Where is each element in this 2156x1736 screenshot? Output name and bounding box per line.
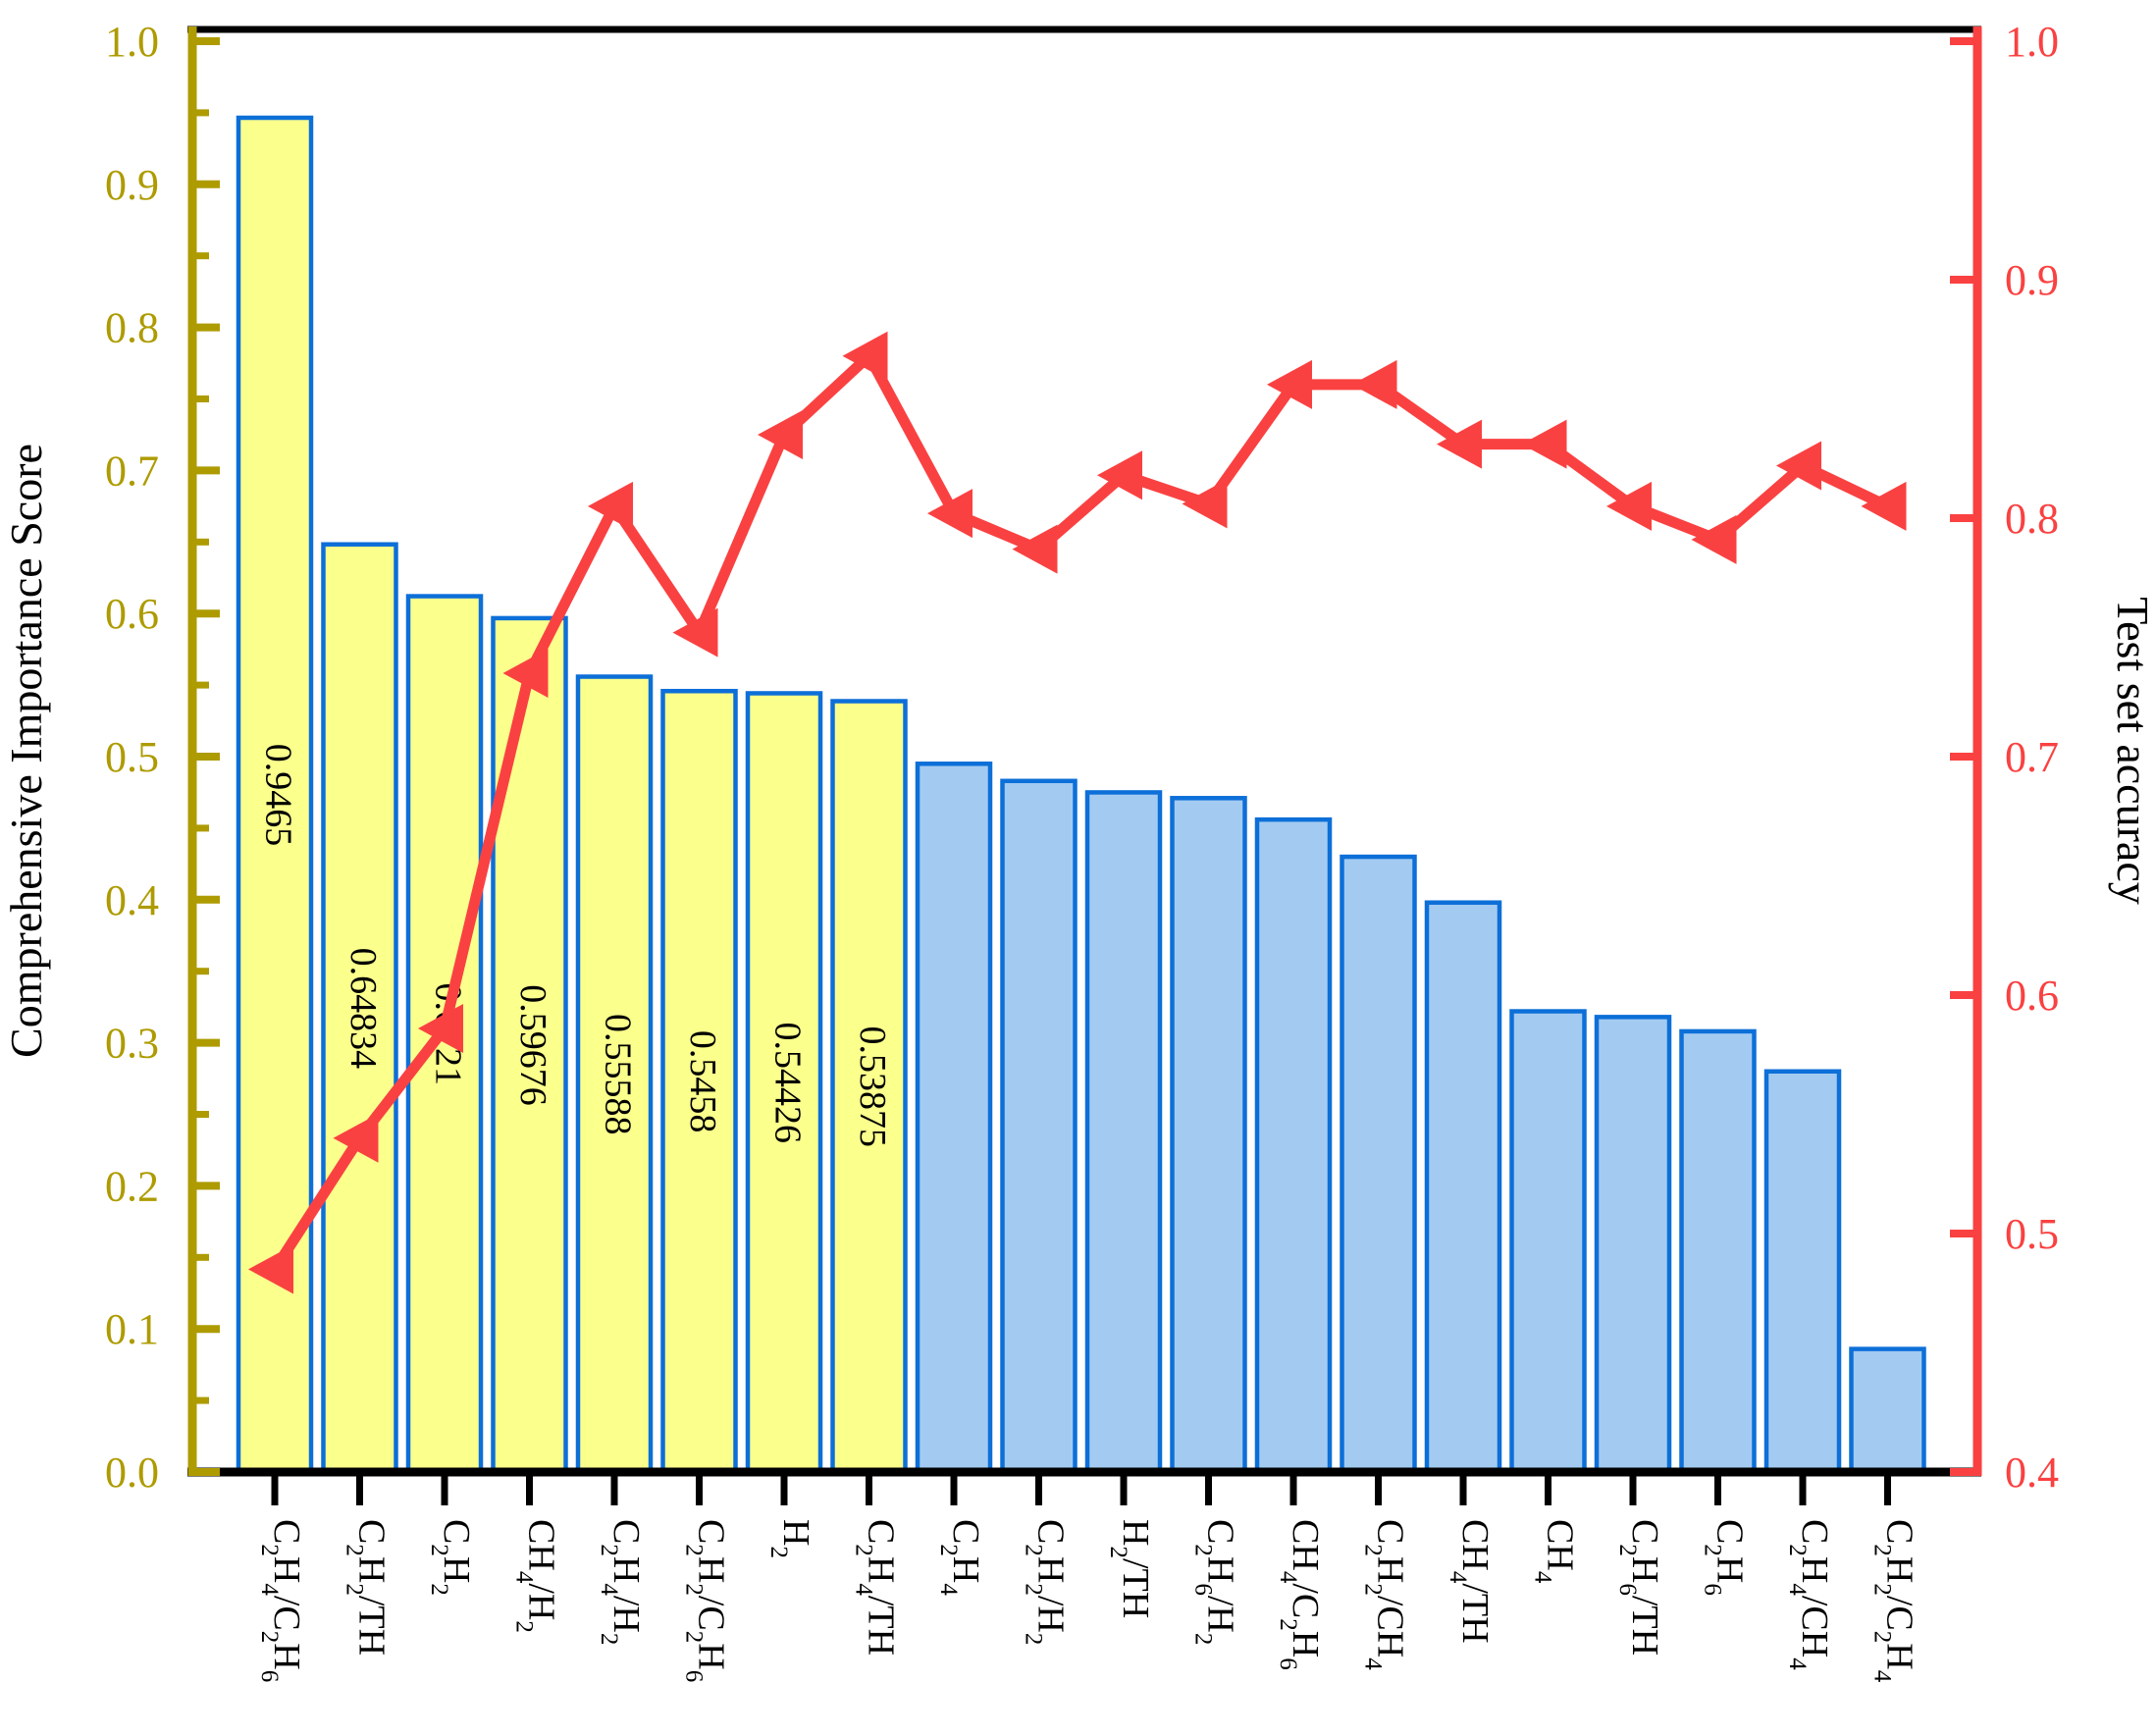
- x-category-label: C2H6: [1700, 1519, 1751, 1596]
- y-left-axis-title: Comprehensive Importance Score: [1, 444, 51, 1058]
- left-triangle-marker: [248, 1244, 293, 1294]
- y-left-tick-label: 0.2: [105, 1162, 159, 1210]
- y-left-tick-label: 0.8: [105, 304, 159, 352]
- accuracy-line: [270, 350, 1890, 1273]
- left-triangle-marker: [672, 607, 718, 658]
- y-right-tick-label: 0.9: [2005, 256, 2059, 304]
- y-left-tick-label: 1.0: [105, 18, 159, 66]
- left-triangle-marker: [418, 1004, 463, 1054]
- left-triangle-marker: [1437, 419, 1482, 469]
- x-category-label: C2H6/H2: [1190, 1519, 1241, 1645]
- y-right-tick-label: 0.5: [2005, 1210, 2059, 1258]
- x-category-label: H2/TH: [1105, 1519, 1156, 1618]
- y-left-tick-label: 0.5: [105, 733, 159, 781]
- x-category-label: C2H4/CH4: [1784, 1519, 1835, 1670]
- bar: [1084, 790, 1163, 1475]
- left-triangle-marker: [1691, 514, 1737, 564]
- bar: [1509, 1009, 1587, 1475]
- left-triangle-marker: [333, 1113, 379, 1163]
- bar: [1170, 796, 1247, 1475]
- x-category-label: C2H4/H2: [596, 1519, 647, 1645]
- left-triangle-marker: [758, 409, 803, 459]
- bar-value-label: 0.64834: [342, 948, 384, 1070]
- x-category-label: C2H4: [935, 1519, 986, 1596]
- left-triangle-marker: [1521, 419, 1567, 469]
- y-right-tick-label: 0.4: [2005, 1448, 2059, 1497]
- left-triangle-marker: [1861, 481, 1907, 531]
- x-category-label: C2H2/TH: [342, 1519, 393, 1656]
- bar: [1340, 854, 1417, 1475]
- x-category-label: C2H4/TH: [851, 1519, 902, 1656]
- bar-value-label: 0.55588: [597, 1014, 638, 1135]
- y-left-tick-label: 0.4: [105, 876, 159, 924]
- bar-value-label: 0.5458: [682, 1030, 723, 1133]
- y-right-tick-label: 0.6: [2005, 972, 2059, 1020]
- x-category-label: CH4/TH: [1445, 1519, 1496, 1644]
- left-triangle-marker: [1097, 450, 1142, 500]
- x-category-label: H2: [765, 1519, 816, 1558]
- left-triangle-marker: [1012, 524, 1058, 574]
- line-series: [248, 331, 1907, 1294]
- bar: [1763, 1069, 1842, 1475]
- bar-value-label: 0.59676: [512, 984, 553, 1106]
- bar: [1424, 900, 1502, 1475]
- y-right-tick-label: 1.0: [2005, 18, 2059, 66]
- x-category-label: CH4/C2H6: [1275, 1519, 1326, 1670]
- bar-value-label: 0.53875: [852, 1026, 893, 1148]
- left-triangle-marker: [1351, 359, 1397, 409]
- left-triangle-marker: [842, 331, 888, 381]
- bar-series: 0.94650.648340.61210.596760.555880.54580…: [236, 115, 1926, 1475]
- x-category-label: C2H2/CH4: [1360, 1519, 1411, 1670]
- y-right-tick-label: 0.8: [2005, 495, 2059, 543]
- bar: [1000, 778, 1078, 1475]
- bar: [321, 542, 398, 1475]
- y-left-tick-label: 0.7: [105, 447, 159, 495]
- bar: [915, 762, 993, 1475]
- bar: [1849, 1346, 1926, 1475]
- bar-value-label: 0.9465: [257, 744, 298, 847]
- tick-labels: 0.0 0.1 0.2 0.3 0.4 0.5 0.6 0.7 0.8 0.9 1.0 0.4 0.5 0…: [105, 18, 2059, 1683]
- x-category-label: CH4/H2: [511, 1519, 562, 1633]
- bar: [830, 699, 908, 1475]
- y-left-tick-label: 0.9: [105, 161, 159, 209]
- left-triangle-marker: [502, 648, 549, 698]
- left-triangle-marker: [1267, 359, 1312, 409]
- x-category-label: C2H6/TH: [1614, 1519, 1665, 1656]
- bar: [1594, 1015, 1672, 1475]
- left-triangle-marker: [1776, 441, 1821, 491]
- bar: [745, 691, 823, 1475]
- y-left-tick-label: 0.1: [105, 1305, 159, 1353]
- left-triangle-marker: [927, 489, 973, 539]
- y-left-tick-label: 0.6: [105, 590, 159, 638]
- bar: [1679, 1028, 1757, 1475]
- y-right-tick-label: 0.7: [2005, 733, 2059, 781]
- x-category-label: C2H2: [426, 1519, 477, 1596]
- x-category-label: C2H2/H2: [1021, 1519, 1072, 1645]
- bar: [236, 115, 314, 1475]
- bar: [1254, 816, 1333, 1475]
- left-triangle-marker: [1182, 479, 1228, 529]
- y-left-tick-label: 0.3: [105, 1020, 159, 1068]
- x-category-label: C2H2/C2H4: [1869, 1519, 1920, 1683]
- x-category-label: C2H4/C2H6: [256, 1519, 307, 1682]
- axes: [187, 26, 1982, 1505]
- left-triangle-marker: [588, 481, 633, 531]
- x-category-label: C2H2/C2H6: [681, 1519, 732, 1682]
- x-category-label: CH4: [1530, 1519, 1581, 1584]
- y-left-tick-label: 0.0: [105, 1448, 159, 1497]
- y-right-axis-title: Test set accuracy: [2108, 597, 2156, 905]
- bar-value-label: 0.54426: [766, 1022, 808, 1143]
- left-triangle-marker: [1606, 481, 1652, 531]
